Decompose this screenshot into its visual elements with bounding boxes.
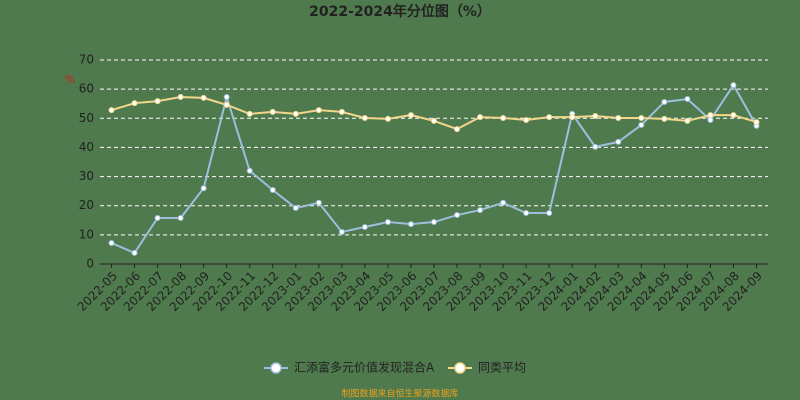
point [454,126,461,133]
point [592,143,599,150]
point [292,110,299,117]
point [338,228,345,235]
point [200,185,207,192]
point [384,219,391,226]
point [523,117,530,124]
point [684,117,691,124]
point [338,108,345,115]
point [730,112,737,119]
point [477,207,484,214]
chart-title: 2022-2024年分位图（%） [309,3,491,20]
point [730,82,737,89]
point [384,115,391,122]
point [753,119,760,126]
point [361,114,368,121]
y-tick-label: 0 [86,257,94,271]
point [546,114,553,121]
legend-label: 同类平均 [478,361,526,375]
point [546,210,553,216]
point [684,96,691,103]
point [108,240,115,247]
y-tick-label: 10 [79,227,94,241]
footer: 制图数据来自恒生聚源数据库 [341,388,458,400]
point [154,214,161,221]
legend-label: 汇添富多元价值发现混合A [294,360,435,375]
point [615,138,622,145]
point [131,249,138,256]
y-tick-label: 50 [79,111,94,125]
point [407,112,414,119]
point [707,112,714,119]
y-tick-label: 70 [79,53,94,67]
y-tick-label: 20 [79,198,94,212]
point [223,94,230,101]
point [177,94,184,101]
point [269,108,276,115]
point [431,219,437,226]
point [431,117,437,124]
y-tick-label: 40 [79,140,94,154]
point [661,115,668,122]
y-tick-label: 30 [79,169,94,183]
point [292,205,299,212]
point [500,199,507,206]
point [500,114,507,121]
point [707,117,714,124]
point [223,101,230,108]
point [615,114,622,121]
point [569,114,576,121]
point [315,107,322,114]
point [246,167,253,174]
point [361,223,368,230]
point [108,107,115,114]
point [477,114,484,121]
point [177,214,184,221]
point [638,121,645,128]
point [269,186,276,193]
point [523,210,530,216]
legend-marker [454,362,466,374]
point [200,94,207,101]
point [661,98,668,105]
point [131,100,138,107]
y-axis-label: % [65,73,75,86]
point [454,212,461,219]
y-tick-label: 60 [79,82,94,96]
point [154,98,161,105]
point [638,114,645,121]
point [407,221,414,228]
point [315,199,322,206]
point [592,112,599,119]
legend-marker [270,362,282,374]
point [246,110,253,117]
